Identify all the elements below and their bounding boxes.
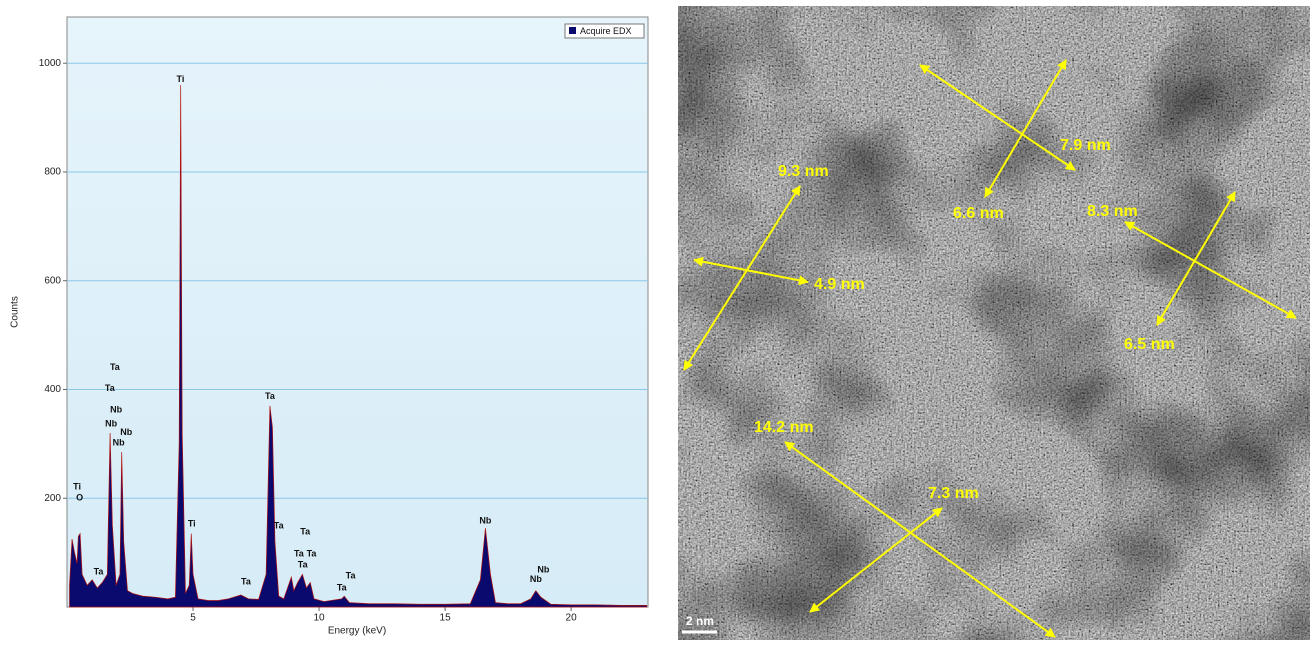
peak-label: Ta (110, 362, 121, 372)
peak-label: Nb (113, 438, 125, 448)
peak-label: Ta (274, 520, 285, 530)
peak-label: Ta (94, 567, 105, 577)
plot-area (67, 17, 648, 607)
y-tick-label: 400 (44, 384, 61, 395)
y-axis-title: Counts (10, 296, 21, 328)
y-tick-label: 800 (44, 167, 61, 178)
x-tick-label: 20 (566, 613, 578, 624)
peak-label: Ti (188, 519, 196, 529)
peak-label: Nb (110, 405, 122, 415)
x-tick-label: 15 (440, 613, 452, 624)
size-label: 8.3 nm (1087, 203, 1138, 220)
size-label: 14.2 nm (754, 419, 814, 436)
peak-label: Ta (294, 549, 305, 559)
peak-label: O (76, 493, 83, 503)
size-label: 4.9 nm (814, 276, 865, 293)
scale-bar-label: 2 nm (686, 614, 714, 628)
peak-label: Ti (177, 74, 185, 84)
size-label: 7.9 nm (1060, 137, 1111, 154)
x-tick-label: 10 (313, 613, 325, 624)
legend-swatch (569, 27, 576, 34)
y-tick-label: 1000 (39, 58, 62, 69)
peak-label: Ta (105, 383, 116, 393)
peak-label: Nb (530, 574, 542, 584)
peak-label: Ta (346, 570, 357, 580)
peak-label: Ta (298, 560, 309, 570)
tem-dark-regions (678, 6, 1310, 640)
peak-label: Nb (479, 515, 491, 525)
tem-image: 9.3 nm 4.9 nm 7.9 nm 6.6 nm 8.3 nm 6.5 n… (678, 6, 1310, 640)
figure: 20040060080010005101520TiOTaTaTaNbNbNbNb… (0, 0, 1310, 640)
peak-label: Nb (105, 419, 117, 429)
peak-label: Ta (307, 549, 318, 559)
y-tick-label: 200 (44, 493, 61, 504)
peak-label: Nb (537, 564, 549, 574)
x-axis-title: Energy (keV) (328, 626, 386, 637)
size-label: 9.3 nm (778, 163, 829, 180)
size-label: 6.5 nm (1124, 336, 1175, 353)
peak-label: Nb (120, 427, 132, 437)
size-label: 7.3 nm (928, 485, 979, 502)
peak-label: Ta (337, 582, 348, 592)
legend-label: Acquire EDX (580, 26, 632, 36)
peak-label: Ti (73, 482, 81, 492)
peak-label: Ta (265, 391, 276, 401)
x-tick-label: 5 (190, 613, 196, 624)
peak-label: Ta (241, 576, 252, 586)
size-label: 6.6 nm (953, 205, 1004, 222)
peak-label: Ta (300, 526, 311, 536)
y-tick-label: 600 (44, 275, 61, 286)
